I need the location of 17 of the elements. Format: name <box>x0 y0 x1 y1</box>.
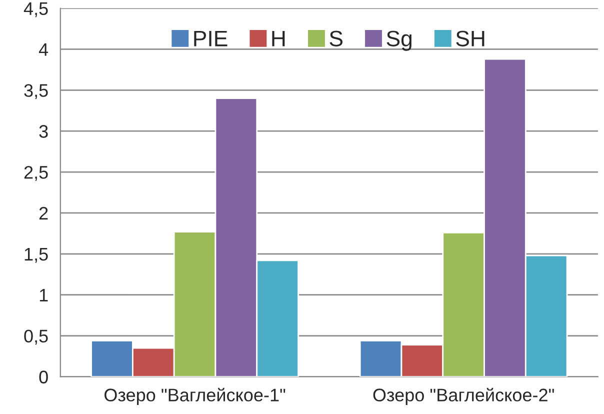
legend-label: H <box>272 30 285 46</box>
legend-label: PIE <box>194 30 228 46</box>
legend-label: Sg <box>386 30 412 51</box>
y-tick-label: 3,5 <box>24 84 48 100</box>
y-tick-label: 1,5 <box>24 248 48 263</box>
y-tick-label: 0 <box>39 370 48 384</box>
legend-label: SH <box>456 30 484 46</box>
y-tick-label: 2 <box>39 206 48 220</box>
x-tick-label: Озеро "Ваглейское-1" <box>104 388 286 405</box>
y-tick-label: 4 <box>38 43 48 56</box>
legend-label: S <box>330 30 342 46</box>
y-tick-label: 1 <box>40 288 48 302</box>
y-tick-label: 4,5 <box>24 2 48 18</box>
y-tick-label: 0,5 <box>24 330 48 345</box>
y-tick-label: 2,5 <box>24 166 48 181</box>
y-tick-label: 3 <box>39 125 48 138</box>
x-tick-label: Озеро "Ваглейское-2" <box>373 388 554 405</box>
